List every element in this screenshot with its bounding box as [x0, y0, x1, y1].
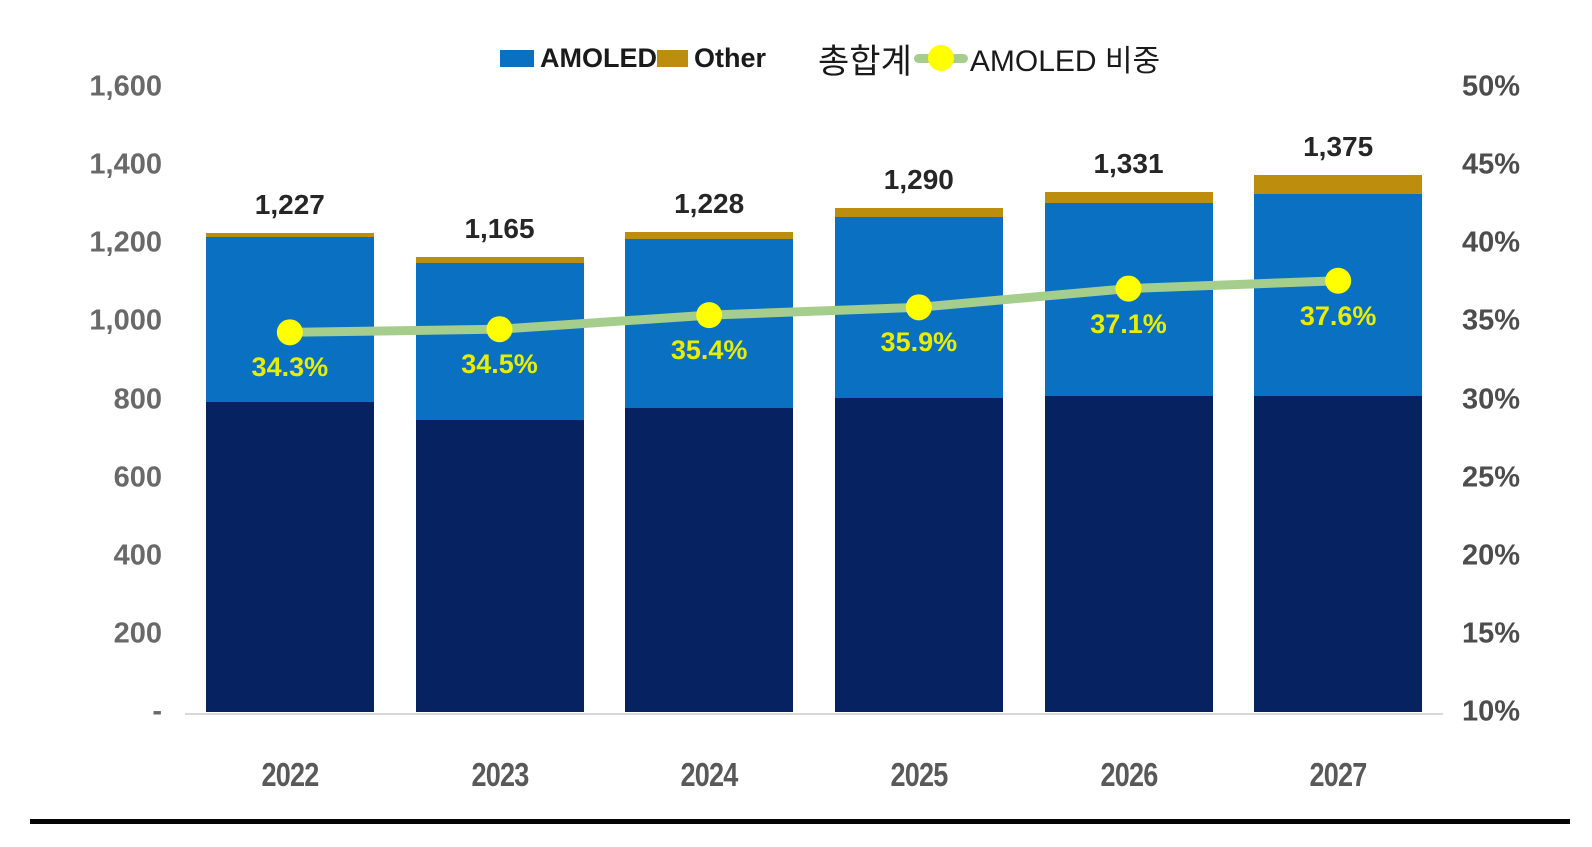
y-axis-label-left: 1,000 [89, 304, 162, 337]
legend-item-total: 총합계 [818, 34, 912, 83]
y-axis-label-left: 400 [113, 539, 162, 572]
legend-label-share: AMOLED 비중 [969, 45, 1161, 78]
bar-segment-other [205, 232, 374, 238]
legend-item-other: Other [657, 43, 766, 74]
x-axis-label: 2027 [1309, 756, 1368, 793]
legend-label-amoled: AMOLED [540, 42, 657, 73]
y-axis-label-right: 30% [1462, 383, 1521, 415]
line-dot-marker-icon [913, 44, 968, 72]
y-axis-label-left: 800 [113, 383, 162, 415]
bar-segment-amoled [625, 238, 794, 409]
bar-segment-base [1254, 395, 1423, 712]
bar-segment-base [1044, 396, 1213, 712]
total-label: 1,165 [464, 212, 535, 244]
y-axis-label-right: 50% [1462, 70, 1521, 103]
bar-segment-other [1044, 192, 1213, 204]
y-axis-label-right: 10% [1462, 695, 1521, 728]
x-axis-label: 2024 [680, 756, 739, 793]
total-label: 1,228 [674, 188, 745, 220]
total-label: 1,227 [254, 188, 325, 220]
x-axis-line [185, 713, 1443, 715]
legend-label-total: 총합계 [818, 42, 912, 81]
legend-item-amoled: AMOLED [500, 43, 657, 74]
share-label: 34.5% [461, 349, 538, 380]
share-label: 37.6% [1299, 300, 1377, 331]
bar-segment-base [415, 419, 584, 712]
total-label: 1,331 [1093, 148, 1164, 180]
chart-legend: AMOLED Other 총합계 AMOLED 비중 [500, 34, 1160, 82]
y-axis-label-left: 1,600 [89, 70, 162, 103]
bar-segment-base [834, 397, 1003, 712]
bar-segment-amoled [415, 262, 584, 420]
x-axis-label: 2022 [261, 756, 319, 793]
share-label: 37.1% [1090, 308, 1167, 339]
y-axis-label-right: 35% [1462, 304, 1521, 337]
bar-segment-amoled [1254, 193, 1423, 396]
bar-segment-base [625, 408, 794, 712]
bar-segment-amoled [834, 216, 1003, 398]
y-axis-label-left: - [152, 695, 162, 728]
y-axis-label-right: 45% [1462, 148, 1521, 181]
share-label: 34.3% [251, 352, 329, 383]
y-axis-label-left: 1,200 [89, 226, 162, 259]
share-label: 35.4% [670, 335, 748, 366]
y-axis-label-left: 200 [113, 617, 162, 650]
amoled-swatch-icon [500, 49, 534, 67]
y-axis-label-left: 1,400 [89, 148, 162, 181]
bottom-divider [30, 819, 1570, 824]
x-axis-label: 2026 [1100, 756, 1158, 793]
bar-segment-base [205, 401, 374, 712]
x-axis-label: 2025 [890, 756, 948, 793]
y-axis-label-left: 600 [113, 461, 162, 494]
bar-segment-amoled [1044, 203, 1213, 397]
total-label: 1,290 [883, 164, 954, 196]
bar-segment-other [1254, 174, 1423, 194]
legend-item-share: AMOLED 비중 [912, 36, 1160, 80]
y-axis-label-right: 15% [1462, 617, 1521, 650]
other-swatch-icon [657, 49, 688, 67]
y-axis-label-right: 40% [1462, 226, 1521, 259]
total-label: 1,375 [1303, 130, 1374, 162]
bar-segment-other [415, 256, 584, 263]
bar-segment-other [625, 232, 794, 239]
share-label: 35.9% [880, 327, 958, 358]
x-axis-label: 2023 [471, 756, 529, 793]
y-axis-label-right: 20% [1462, 539, 1521, 572]
y-axis-label-right: 25% [1462, 461, 1521, 494]
legend-label-other: Other [694, 42, 767, 73]
bar-segment-other [834, 208, 1003, 217]
